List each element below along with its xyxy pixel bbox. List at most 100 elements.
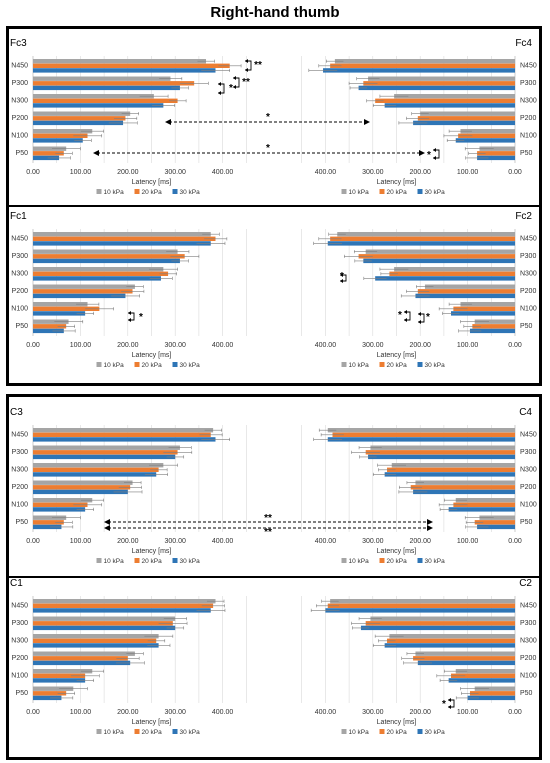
category-label: P300 (12, 449, 28, 456)
tick-label: 0.00 (26, 538, 40, 545)
tick-label: 300.00 (362, 169, 384, 176)
bar-p50-20kpa (33, 324, 67, 329)
bar-n100-30kpa (33, 507, 86, 512)
category-label: P50 (16, 323, 29, 330)
bar-p200-30kpa (417, 660, 515, 666)
bar-p200-10kpa (33, 111, 131, 116)
legend-swatch (172, 729, 178, 734)
bar-p50-30kpa (467, 695, 515, 701)
bar-n450-20kpa (33, 236, 216, 241)
panel-Fc4 (301, 56, 516, 194)
bar-n450-10kpa (33, 232, 211, 237)
bar-n450-20kpa (330, 236, 515, 241)
sig-bracket-fc2-n100a-tip (404, 318, 407, 322)
category-label: N450 (11, 63, 28, 70)
sig-arrow-p50 (93, 150, 425, 156)
bar-n100-20kpa (453, 502, 515, 507)
sig-arrow-p50-b (104, 525, 433, 531)
tick-label: 0.00 (508, 342, 522, 349)
tick-label: 300.00 (164, 538, 186, 545)
bar-p50-10kpa (33, 146, 67, 151)
bar-p200-30kpa (33, 120, 124, 126)
tick-label: 100.00 (70, 538, 92, 545)
tick-label: 300.00 (362, 709, 384, 716)
category-label: P300 (12, 80, 28, 87)
sig-label: * (398, 310, 402, 321)
bar-n450-20kpa (33, 63, 230, 68)
panel-label: C2 (519, 578, 532, 589)
bar-p50-30kpa (33, 155, 60, 161)
sig-bracket-c2-p50-tip (448, 705, 451, 709)
legend-swatch (134, 729, 140, 734)
legend-label: 30 kPa (180, 729, 201, 736)
bar-p300-20kpa (33, 450, 178, 455)
bar-n450-20kpa (327, 603, 515, 608)
panel-label: Fc2 (515, 211, 532, 222)
bar-p50-20kpa (477, 151, 515, 156)
tick-label: 400.00 (315, 342, 337, 349)
category-label: N100 (11, 133, 28, 140)
axis-title: Latency [ms] (377, 179, 417, 186)
bar-n300-20kpa (389, 271, 515, 276)
bar-p200-10kpa (415, 480, 515, 485)
bar-p200-20kpa (417, 289, 515, 294)
legend-label: 10 kPa (349, 362, 370, 369)
legend-swatch (172, 362, 178, 367)
axis-title: Latency [ms] (132, 179, 172, 186)
category-label: N100 (520, 502, 537, 509)
bar-p300-20kpa (33, 254, 185, 259)
bar-p300-10kpa (33, 616, 176, 621)
tick-label: 400.00 (212, 169, 234, 176)
sig-bracket-fc3-p300a-tip (233, 76, 236, 80)
bar-p50-20kpa (33, 520, 64, 525)
legend-swatch (134, 189, 140, 194)
bar-p200-20kpa (413, 656, 515, 661)
legend-swatch (417, 558, 423, 563)
bar-p300-10kpa (368, 76, 515, 81)
legend-swatch (379, 729, 385, 734)
bar-p200-30kpa (33, 660, 131, 666)
arrow-head-right (427, 525, 433, 531)
tick-label: 300.00 (362, 342, 384, 349)
bar-n300-30kpa (384, 643, 515, 648)
bar-p50-10kpa (479, 515, 515, 520)
category-label: N300 (520, 467, 537, 474)
bar-p50-20kpa (472, 324, 515, 329)
sig-bracket-fc3-p300b-tip (218, 82, 221, 86)
bar-n100-30kpa (33, 678, 86, 683)
tick-label: 200.00 (409, 342, 431, 349)
category-label: P200 (12, 288, 28, 295)
bar-n100-20kpa (458, 133, 515, 138)
category-label: N300 (520, 98, 537, 105)
sig-bracket-fc2-n100a-tip (404, 310, 407, 314)
panel-label: Fc1 (10, 211, 27, 222)
tick-label: 100.00 (457, 538, 479, 545)
legend-label: 30 kPa (425, 558, 446, 565)
bar-n450-20kpa (330, 63, 515, 68)
sig-bracket-fc2-n100b-tip (418, 320, 421, 324)
legend-label: 30 kPa (180, 189, 201, 196)
bar-n450-30kpa (33, 241, 211, 246)
legend-label: 10 kPa (349, 729, 370, 736)
bar-p50-10kpa (479, 146, 515, 151)
legend-label: 20 kPa (387, 729, 408, 736)
bar-n450-30kpa (327, 437, 515, 442)
category-label: N300 (520, 271, 537, 278)
legend-label: 30 kPa (180, 362, 201, 369)
category-label: N100 (520, 306, 537, 313)
bar-p200-30kpa (415, 293, 515, 299)
legend-swatch (134, 362, 140, 367)
bar-p300-20kpa (33, 621, 173, 626)
figure-title: Right-hand thumb (210, 4, 340, 21)
bar-n100-20kpa (33, 306, 100, 311)
bar-n100-30kpa (448, 507, 515, 512)
category-label: P200 (520, 115, 536, 122)
category-label: P50 (16, 150, 29, 157)
tick-label: 300.00 (164, 709, 186, 716)
bar-p300-20kpa (33, 81, 195, 86)
bar-p300-30kpa (33, 454, 176, 460)
panel-C3 (32, 425, 247, 563)
tick-label: 100.00 (457, 342, 479, 349)
axis-title: Latency [ms] (377, 352, 417, 359)
